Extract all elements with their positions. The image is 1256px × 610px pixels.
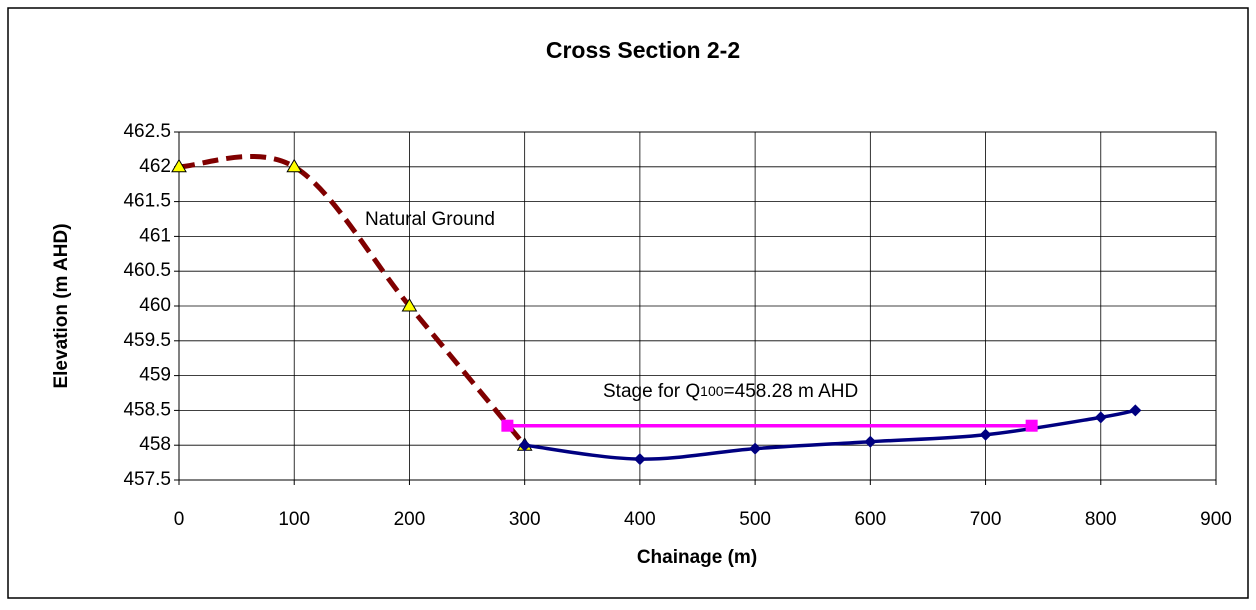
x-tick-label: 400 (624, 509, 656, 530)
y-tick-label: 461 (139, 225, 171, 246)
y-axis-label: Elevation (m AHD) (51, 223, 72, 388)
x-tick-label: 100 (278, 509, 310, 530)
y-tick-label: 459 (139, 365, 171, 386)
y-tick-label: 457.5 (123, 469, 171, 490)
x-tick-label: 600 (854, 509, 886, 530)
x-tick-label: 300 (509, 509, 541, 530)
annotation-text: Stage for Q (603, 381, 700, 402)
annotation: Natural Ground (365, 209, 495, 230)
marker (1094, 411, 1107, 424)
marker (171, 158, 187, 173)
annotation-sub: 100 (700, 383, 724, 399)
marker (286, 158, 303, 173)
y-tick-label: 462 (139, 156, 171, 177)
chart-border (7, 7, 1249, 599)
x-tick-label: 500 (739, 509, 771, 530)
marker (633, 453, 646, 466)
y-tick-label: 462.5 (123, 121, 171, 142)
y-tick-label: 461.5 (123, 191, 171, 212)
annotation: Stage for Q100=458.28 m AHD (603, 381, 858, 402)
marker (1025, 419, 1038, 432)
y-tick-label: 460.5 (123, 260, 171, 281)
x-tick-label: 0 (174, 509, 185, 530)
marker (749, 442, 762, 455)
marker (401, 298, 418, 312)
y-tick-label: 458 (139, 434, 171, 455)
marker (1129, 404, 1142, 417)
x-tick-label: 800 (1085, 509, 1117, 530)
x-tick-label: 700 (970, 509, 1002, 530)
y-tick-label: 458.5 (123, 399, 171, 420)
marker (979, 428, 992, 441)
marker (518, 439, 531, 452)
series-line (178, 153, 527, 447)
x-tick-label: 200 (394, 509, 426, 530)
x-axis-label: Chainage (m) (637, 547, 757, 568)
marker (501, 419, 514, 432)
chart-title: Cross Section 2-2 (546, 37, 740, 63)
y-tick-label: 460 (139, 295, 171, 316)
y-tick-label: 459.5 (123, 330, 171, 351)
plot-area (178, 131, 1217, 481)
x-tick-label: 900 (1200, 509, 1232, 530)
annotation-text: =458.28 m AHD (724, 381, 859, 402)
marker (864, 435, 877, 448)
